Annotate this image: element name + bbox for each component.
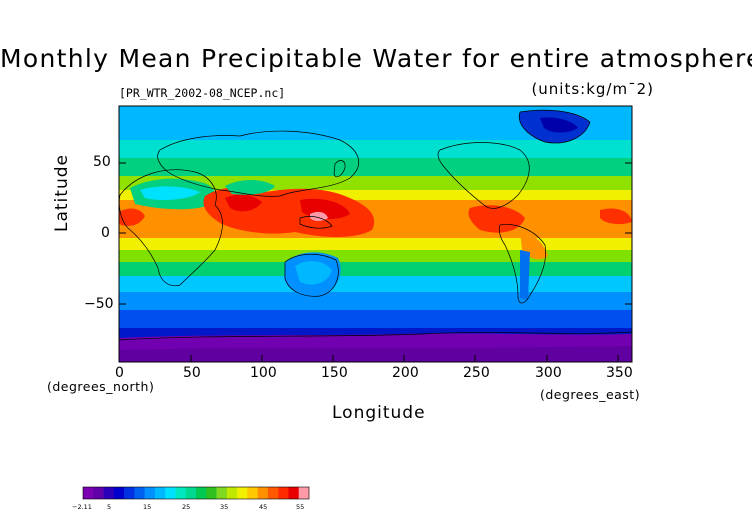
- eurasia-outline: [157, 130, 360, 197]
- x-tick-250: 250: [463, 365, 490, 381]
- japan-outline: [333, 160, 346, 178]
- north-america-outline: [437, 142, 530, 209]
- x-tick-150: 150: [321, 365, 348, 381]
- africa-outline: [119, 169, 223, 287]
- colorbar-swatch: [185, 487, 197, 499]
- y-axis-label: Latitude: [52, 154, 72, 232]
- y-tick-0: 0: [101, 225, 110, 241]
- colorbar-swatch: [257, 487, 269, 499]
- colorbar-label-min: −2.11: [72, 503, 92, 511]
- colorbar-swatch: [154, 487, 166, 499]
- south-america-outline: [498, 224, 546, 304]
- x-tick-100: 100: [250, 365, 277, 381]
- colorbar-swatch: [124, 487, 135, 499]
- antarctica-outline: [119, 331, 632, 341]
- y-tick-minus-50: −50: [84, 296, 114, 312]
- colorbar-swatch: [206, 487, 217, 499]
- x-tick-350: 350: [606, 365, 633, 381]
- colorbar-swatch: [226, 487, 238, 499]
- colorbar-swatch: [247, 487, 258, 499]
- colorbar-label-15: 15: [143, 503, 151, 511]
- indonesia-outline: [299, 216, 333, 229]
- colorbar-swatch: [288, 487, 300, 499]
- colorbar: −2.11 5 15 25 35 45 55: [72, 486, 310, 511]
- x-tick-0: 0: [115, 365, 124, 381]
- colorbar-swatch: [216, 487, 228, 499]
- colorbar-label-25: 25: [182, 503, 190, 511]
- x-tick-200: 200: [392, 365, 419, 381]
- colorbar-swatches: [83, 487, 310, 499]
- colorbar-swatch: [165, 487, 176, 499]
- units-label: (units:kg/m¯2): [531, 80, 654, 98]
- plot-frame: [118, 105, 633, 363]
- colorbar-swatch: [144, 487, 156, 499]
- tick-marks: [118, 162, 632, 362]
- colorbar-swatch: [134, 487, 145, 499]
- colorbar-swatch: [298, 487, 310, 499]
- colorbar-label-5: 5: [107, 503, 111, 511]
- colorbar-swatch: [93, 487, 104, 499]
- colorbar-swatch: [175, 487, 187, 499]
- colorbar-label-35: 35: [220, 503, 228, 511]
- colorbar-swatch: [196, 487, 207, 499]
- colorbar-swatch: [113, 487, 125, 499]
- australia-outline: [284, 253, 339, 297]
- y-axis-unit: (degrees_north): [47, 379, 155, 394]
- colorbar-swatch: [267, 487, 279, 499]
- greenland-outline: [518, 109, 591, 144]
- colorbar-swatch: [83, 487, 94, 499]
- x-axis-label: Longitude: [332, 403, 426, 423]
- colorbar-swatch: [103, 487, 115, 499]
- file-label: [PR_WTR_2002-08_NCEP.nc]: [119, 86, 286, 100]
- colorbar-label-45: 45: [259, 503, 267, 511]
- x-tick-300: 300: [535, 365, 562, 381]
- chart-title: Monthly Mean Precipitable Water for enti…: [0, 44, 752, 73]
- x-axis-unit: (degrees_east): [540, 387, 641, 402]
- precipitable-water-field: [119, 106, 632, 362]
- x-tick-50: 50: [183, 365, 201, 381]
- colorbar-swatch: [278, 487, 289, 499]
- colorbar-swatch: [237, 487, 248, 499]
- colorbar-label-55: 55: [296, 503, 304, 511]
- y-tick-50: 50: [93, 154, 111, 170]
